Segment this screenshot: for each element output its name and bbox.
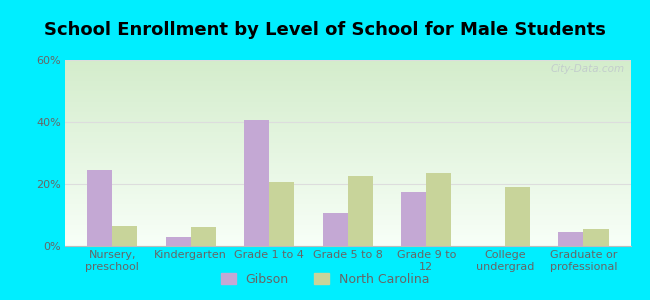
Text: City-Data.com: City-Data.com xyxy=(551,64,625,74)
Bar xyxy=(112,226,137,246)
Bar xyxy=(166,237,190,246)
Bar xyxy=(558,232,584,246)
Bar xyxy=(269,182,294,246)
Bar xyxy=(190,227,216,246)
Bar xyxy=(244,120,269,246)
Bar xyxy=(584,229,608,246)
Bar xyxy=(87,170,112,246)
Text: School Enrollment by Level of School for Male Students: School Enrollment by Level of School for… xyxy=(44,21,606,39)
Bar xyxy=(426,173,452,246)
Legend: Gibson, North Carolina: Gibson, North Carolina xyxy=(216,268,434,291)
Bar xyxy=(505,187,530,246)
Bar xyxy=(401,192,426,246)
Bar xyxy=(322,214,348,246)
Bar xyxy=(348,176,373,246)
